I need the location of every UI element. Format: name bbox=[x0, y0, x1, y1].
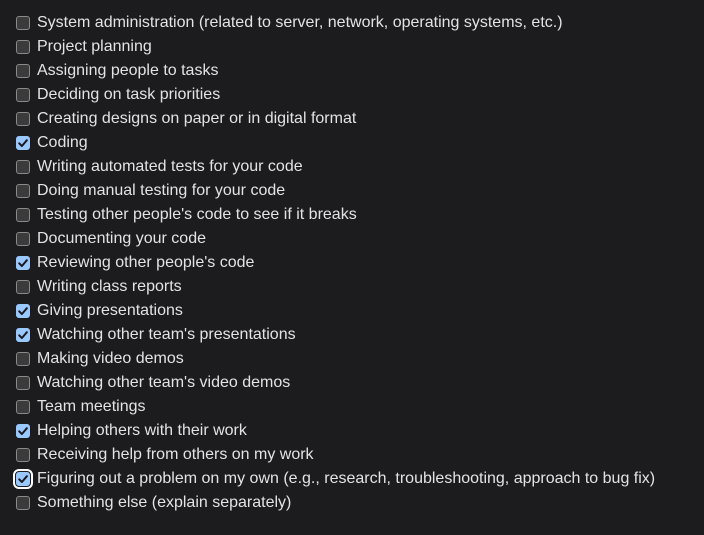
checkbox-unchecked[interactable] bbox=[16, 16, 30, 30]
checkbox-unchecked[interactable] bbox=[16, 88, 30, 102]
checkmark-icon bbox=[18, 475, 28, 483]
checkmark-icon bbox=[18, 307, 28, 315]
checkbox-option[interactable]: Creating designs on paper or in digital … bbox=[16, 107, 655, 131]
checkbox-unchecked[interactable] bbox=[16, 40, 30, 54]
checkbox-checked[interactable] bbox=[16, 424, 30, 438]
checkbox-unchecked[interactable] bbox=[16, 400, 30, 414]
checkbox-label[interactable]: Deciding on task priorities bbox=[37, 86, 221, 103]
checkbox-unchecked[interactable] bbox=[16, 160, 30, 174]
checkbox-label[interactable]: Documenting your code bbox=[37, 230, 206, 247]
checkbox-option[interactable]: Writing class reports bbox=[16, 275, 655, 299]
checkbox-option[interactable]: Project planning bbox=[16, 35, 655, 59]
checkbox-option[interactable]: Reviewing other people's code bbox=[16, 251, 655, 275]
checkmark-icon bbox=[18, 259, 28, 267]
checkbox-label[interactable]: Coding bbox=[37, 134, 88, 151]
checkbox-unchecked[interactable] bbox=[16, 376, 30, 390]
checkbox-unchecked[interactable] bbox=[16, 280, 30, 294]
checkbox-checked[interactable] bbox=[13, 469, 33, 489]
checkbox-unchecked[interactable] bbox=[16, 232, 30, 246]
checkbox-label[interactable]: Writing automated tests for your code bbox=[37, 158, 303, 175]
checkbox-option[interactable]: Testing other people's code to see if it… bbox=[16, 203, 655, 227]
checkbox-unchecked[interactable] bbox=[16, 112, 30, 126]
checkbox-unchecked[interactable] bbox=[16, 208, 30, 222]
checkmark-icon bbox=[18, 427, 28, 435]
checkmark-icon bbox=[18, 139, 28, 147]
checkbox-option[interactable]: System administration (related to server… bbox=[16, 11, 655, 35]
checkbox-checked[interactable] bbox=[16, 304, 30, 318]
checkbox-option[interactable]: Figuring out a problem on my own (e.g., … bbox=[13, 467, 656, 491]
checkbox-label[interactable]: Team meetings bbox=[37, 398, 146, 415]
task-checkbox-list: System administration (related to server… bbox=[13, 11, 656, 515]
checkbox-option[interactable]: Watching other team's video demos bbox=[16, 371, 655, 395]
checkbox-label[interactable]: Making video demos bbox=[37, 350, 184, 367]
checkbox-unchecked[interactable] bbox=[16, 184, 30, 198]
checkbox-label[interactable]: Writing class reports bbox=[37, 278, 182, 295]
checkbox-label[interactable]: Receiving help from others on my work bbox=[37, 446, 314, 463]
checkbox-unchecked[interactable] bbox=[16, 64, 30, 78]
checkbox-option[interactable]: Helping others with their work bbox=[16, 419, 655, 443]
checkbox-option[interactable]: Doing manual testing for your code bbox=[16, 179, 655, 203]
checkbox-label[interactable]: Figuring out a problem on my own (e.g., … bbox=[37, 470, 656, 487]
checkbox-checked[interactable] bbox=[16, 256, 30, 270]
checkbox-unchecked[interactable] bbox=[16, 352, 30, 366]
checkbox-checked[interactable] bbox=[16, 136, 30, 150]
checkbox-unchecked[interactable] bbox=[16, 496, 30, 510]
checkbox-option[interactable]: Watching other team's presentations bbox=[16, 323, 655, 347]
checkbox-option[interactable]: Receiving help from others on my work bbox=[16, 443, 655, 467]
checkbox-label[interactable]: Doing manual testing for your code bbox=[37, 182, 286, 199]
checkbox-option[interactable]: Something else (explain separately) bbox=[16, 491, 655, 515]
checkbox-option[interactable]: Documenting your code bbox=[16, 227, 655, 251]
checkbox-label[interactable]: Giving presentations bbox=[37, 302, 183, 319]
checkbox-checked[interactable] bbox=[16, 328, 30, 342]
checkbox-label[interactable]: Testing other people's code to see if it… bbox=[37, 206, 357, 223]
checkbox-option[interactable]: Writing automated tests for your code bbox=[16, 155, 655, 179]
checkbox-label[interactable]: Project planning bbox=[37, 38, 152, 55]
checkbox-option[interactable]: Coding bbox=[16, 131, 655, 155]
checkbox-option[interactable]: Making video demos bbox=[16, 347, 655, 371]
checkbox-unchecked[interactable] bbox=[16, 448, 30, 462]
checkbox-label[interactable]: Something else (explain separately) bbox=[37, 494, 292, 511]
checkbox-label[interactable]: Watching other team's video demos bbox=[37, 374, 291, 391]
checkbox-option[interactable]: Team meetings bbox=[16, 395, 655, 419]
checkbox-label[interactable]: Watching other team's presentations bbox=[37, 326, 296, 343]
checkbox-label[interactable]: Reviewing other people's code bbox=[37, 254, 255, 271]
checkbox-label[interactable]: Assigning people to tasks bbox=[37, 62, 219, 79]
checkbox-label[interactable]: System administration (related to server… bbox=[37, 14, 563, 31]
checkbox-option[interactable]: Giving presentations bbox=[16, 299, 655, 323]
checkbox-option[interactable]: Deciding on task priorities bbox=[16, 83, 655, 107]
checkmark-icon bbox=[18, 331, 28, 339]
checkbox-label[interactable]: Creating designs on paper or in digital … bbox=[37, 110, 357, 127]
checkbox-option[interactable]: Assigning people to tasks bbox=[16, 59, 655, 83]
checkbox-label[interactable]: Helping others with their work bbox=[37, 422, 247, 439]
